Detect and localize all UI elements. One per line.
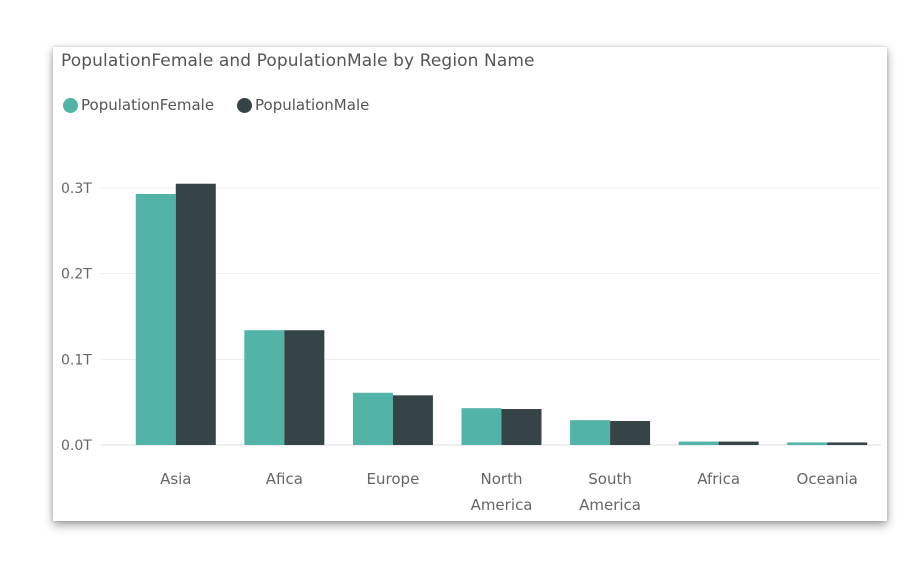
bar-female-5 <box>678 441 719 445</box>
bar-male-1 <box>284 330 325 445</box>
x-category-label: South <box>588 470 632 488</box>
bar-male-2 <box>392 395 433 445</box>
bar-male-3 <box>501 409 542 445</box>
y-tick-label: 0.3T <box>61 181 92 197</box>
bar-female-0 <box>135 193 176 445</box>
x-category-label: Asia <box>160 470 191 488</box>
x-category-label: Europe <box>367 470 420 488</box>
bar-chart-plot: 0.0T 0.1T 0.2T 0.3T Asia Afica Europe North Amer… <box>61 181 881 514</box>
x-category-label: North <box>481 470 523 488</box>
bar-male-5 <box>718 441 759 445</box>
bar-female-4 <box>570 420 611 445</box>
legend-label-male: PopulationMale <box>255 96 370 114</box>
legend-label-female: PopulationFemale <box>81 96 215 114</box>
bar-female-1 <box>244 330 285 445</box>
legend-item-population-male[interactable]: PopulationMale <box>237 95 369 115</box>
bar-female-3 <box>461 408 502 445</box>
bar-male-4 <box>610 421 651 445</box>
bar-male-0 <box>175 183 216 445</box>
x-category-label: America <box>579 496 641 514</box>
bar-female-6 <box>787 442 828 445</box>
y-tick-label: 0.1T <box>61 352 92 368</box>
chart-title: PopulationFemale and PopulationMale by R… <box>61 51 535 71</box>
y-tick-label: 0.2T <box>61 267 92 283</box>
legend-marker-female-icon <box>63 97 78 113</box>
legend-item-population-female[interactable]: PopulationFemale <box>63 95 214 115</box>
x-category-label: Afica <box>266 470 303 488</box>
x-category-label: Africa <box>697 470 740 488</box>
legend-marker-male-icon <box>237 97 252 113</box>
y-tick-label: 0.0T <box>61 438 92 454</box>
bar-female-2 <box>352 392 393 445</box>
x-category-label: America <box>471 496 533 514</box>
bar-male-6 <box>827 442 868 445</box>
chart-visual-card[interactable]: PopulationFemale and PopulationMale by R… <box>53 47 887 521</box>
x-category-label: Oceania <box>797 470 858 488</box>
